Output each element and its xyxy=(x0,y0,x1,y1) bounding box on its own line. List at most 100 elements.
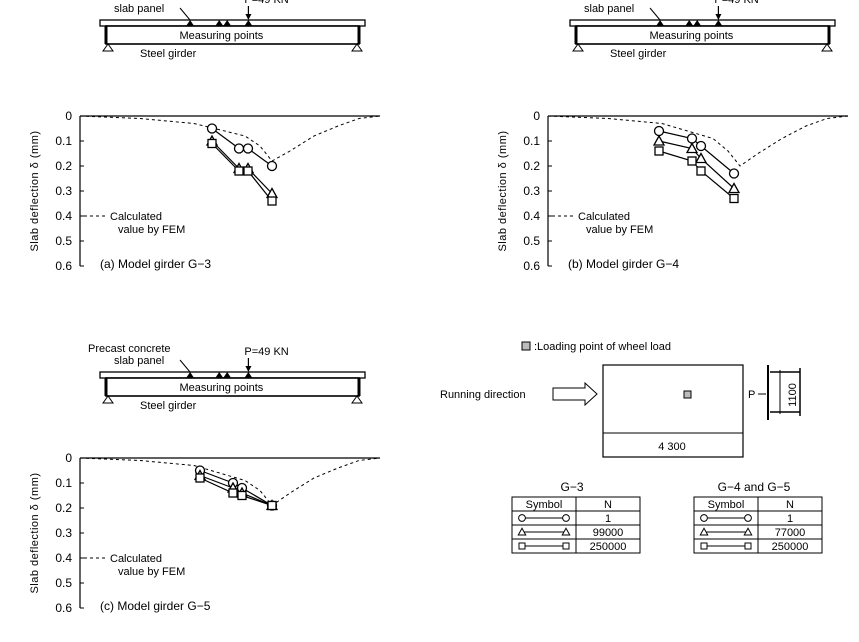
y-tick-label: 0.5 xyxy=(523,234,540,248)
measuring-point-mark xyxy=(685,20,694,26)
y-tick-label: 0.3 xyxy=(523,184,540,198)
slab-label: Precast concrete xyxy=(88,343,171,355)
slab-label: slab panel xyxy=(114,3,164,15)
running-direction-label: Running direction xyxy=(440,389,526,401)
data-point-square xyxy=(195,473,205,483)
data-point-circle xyxy=(206,123,218,134)
symbol-square xyxy=(518,542,526,550)
data-point-square xyxy=(234,166,244,176)
leader-line xyxy=(179,359,191,373)
data-point-circle xyxy=(653,125,665,137)
support-icon xyxy=(821,43,833,52)
y-tick-label: 0.6 xyxy=(55,259,72,273)
y-tick-label: 0.2 xyxy=(55,159,72,173)
data-point-triangle xyxy=(727,182,741,194)
data-point-square xyxy=(654,146,664,156)
data-point-square xyxy=(228,488,238,498)
support-icon xyxy=(351,395,363,404)
table-cell xyxy=(575,538,641,554)
slab-label: slab panel xyxy=(584,3,634,15)
table-cell xyxy=(757,538,823,554)
data-point-square xyxy=(696,166,706,176)
series-line-square xyxy=(658,150,735,199)
measuring-point-mark xyxy=(186,20,195,26)
direction-arrow-icon xyxy=(552,381,598,407)
load-label: P=49 KN xyxy=(244,0,288,6)
chart-panel-c: 0 0.1 0.2 0.3 0.4 0.5 0.6 Slab deflection δ (mm… xyxy=(29,451,381,615)
data-point-circle xyxy=(695,140,707,152)
measuring-point-mark xyxy=(215,20,224,26)
support-icon xyxy=(102,43,114,52)
symbol-table-g3: G−3 Symbol N 1 99000 250000 xyxy=(511,480,641,554)
symbol-triangle xyxy=(561,527,571,536)
measuring-point-mark xyxy=(223,20,232,26)
y-tick-label: 0 xyxy=(65,109,72,123)
symbol-square xyxy=(744,542,752,550)
chart-caption: (b) Model girder G−4 xyxy=(568,257,679,271)
y-tick-label: 0.1 xyxy=(55,134,72,148)
slab-panel xyxy=(99,19,366,27)
measuring-point-mark xyxy=(656,20,665,26)
fem-curve xyxy=(79,115,381,162)
data-point-triangle xyxy=(685,142,699,154)
table-header: N xyxy=(786,499,794,511)
symbol-triangle xyxy=(699,527,709,536)
measuring-point-mark xyxy=(223,372,232,378)
chart-caption: (a) Model girder G−3 xyxy=(100,257,211,271)
data-point-square xyxy=(267,500,277,511)
y-tick-label: 0.5 xyxy=(55,576,72,590)
measuring-label: Measuring points xyxy=(180,30,264,42)
data-point-circle xyxy=(266,160,278,172)
data-point-square xyxy=(243,166,253,176)
y-tick-label: 0 xyxy=(533,109,540,123)
symbol-circle xyxy=(518,514,526,522)
data-point-triangle xyxy=(652,134,666,146)
table-n-value: 1 xyxy=(787,513,793,525)
y-tick-label: 0.6 xyxy=(523,259,540,273)
width-dimension: 4 300 xyxy=(658,441,686,453)
symbol-circle xyxy=(700,514,708,522)
y-tick-label: 0.3 xyxy=(55,184,72,198)
loading-point-label: :Loading point of wheel load xyxy=(534,341,671,353)
y-axis-label: Slab deflection δ (mm) xyxy=(29,472,41,593)
load-arrow-head xyxy=(245,14,252,20)
symbol-triangle xyxy=(743,527,753,536)
chart-panel-b: 0 0.1 0.2 0.3 0.4 0.5 0.6 Slab deflection δ (mm… xyxy=(497,109,849,273)
y-tick-label: 0.1 xyxy=(55,476,72,490)
slab-label: slab panel xyxy=(114,355,164,367)
support-icon xyxy=(351,43,363,52)
slab-label: Precast concrete xyxy=(558,0,641,3)
support-icon xyxy=(102,395,114,404)
measuring-point-mark xyxy=(714,20,723,26)
table-n-value: 250000 xyxy=(590,541,627,553)
y-tick-label: 0.5 xyxy=(55,234,72,248)
symbol-circle xyxy=(744,514,752,522)
measuring-point-mark xyxy=(244,20,253,26)
symbol-circle xyxy=(562,514,570,522)
loading-diagram: :Loading point of wheel load Running dire… xyxy=(440,341,801,458)
leader-line xyxy=(179,7,191,21)
leader-line xyxy=(649,7,661,21)
table-n-value: 99000 xyxy=(593,527,624,539)
chart-caption: (c) Model girder G−5 xyxy=(100,599,211,613)
symbol-table-g4-g5: G−4 and G−5 Symbol N 1 77000 250000 xyxy=(693,480,823,554)
data-point-triangle xyxy=(694,152,708,164)
fem-legend-label: Calculated xyxy=(110,553,162,565)
measuring-point-mark xyxy=(244,372,253,378)
measuring-label: Measuring points xyxy=(180,382,264,394)
load-arrow-head xyxy=(245,366,252,372)
y-tick-label: 0.1 xyxy=(523,134,540,148)
slab-plan xyxy=(602,364,744,458)
slab-label: Precast concrete xyxy=(88,0,171,3)
series-line-circle xyxy=(658,130,735,174)
y-tick-label: 0.2 xyxy=(55,501,72,515)
symbol-triangle xyxy=(517,527,527,536)
y-tick-label: 0.4 xyxy=(55,209,72,223)
table-n-value: 1 xyxy=(605,513,611,525)
data-point-square xyxy=(267,196,277,206)
slab-panel xyxy=(569,19,836,27)
y-tick-label: 0.3 xyxy=(55,526,72,540)
loading-point-icon xyxy=(683,390,692,399)
